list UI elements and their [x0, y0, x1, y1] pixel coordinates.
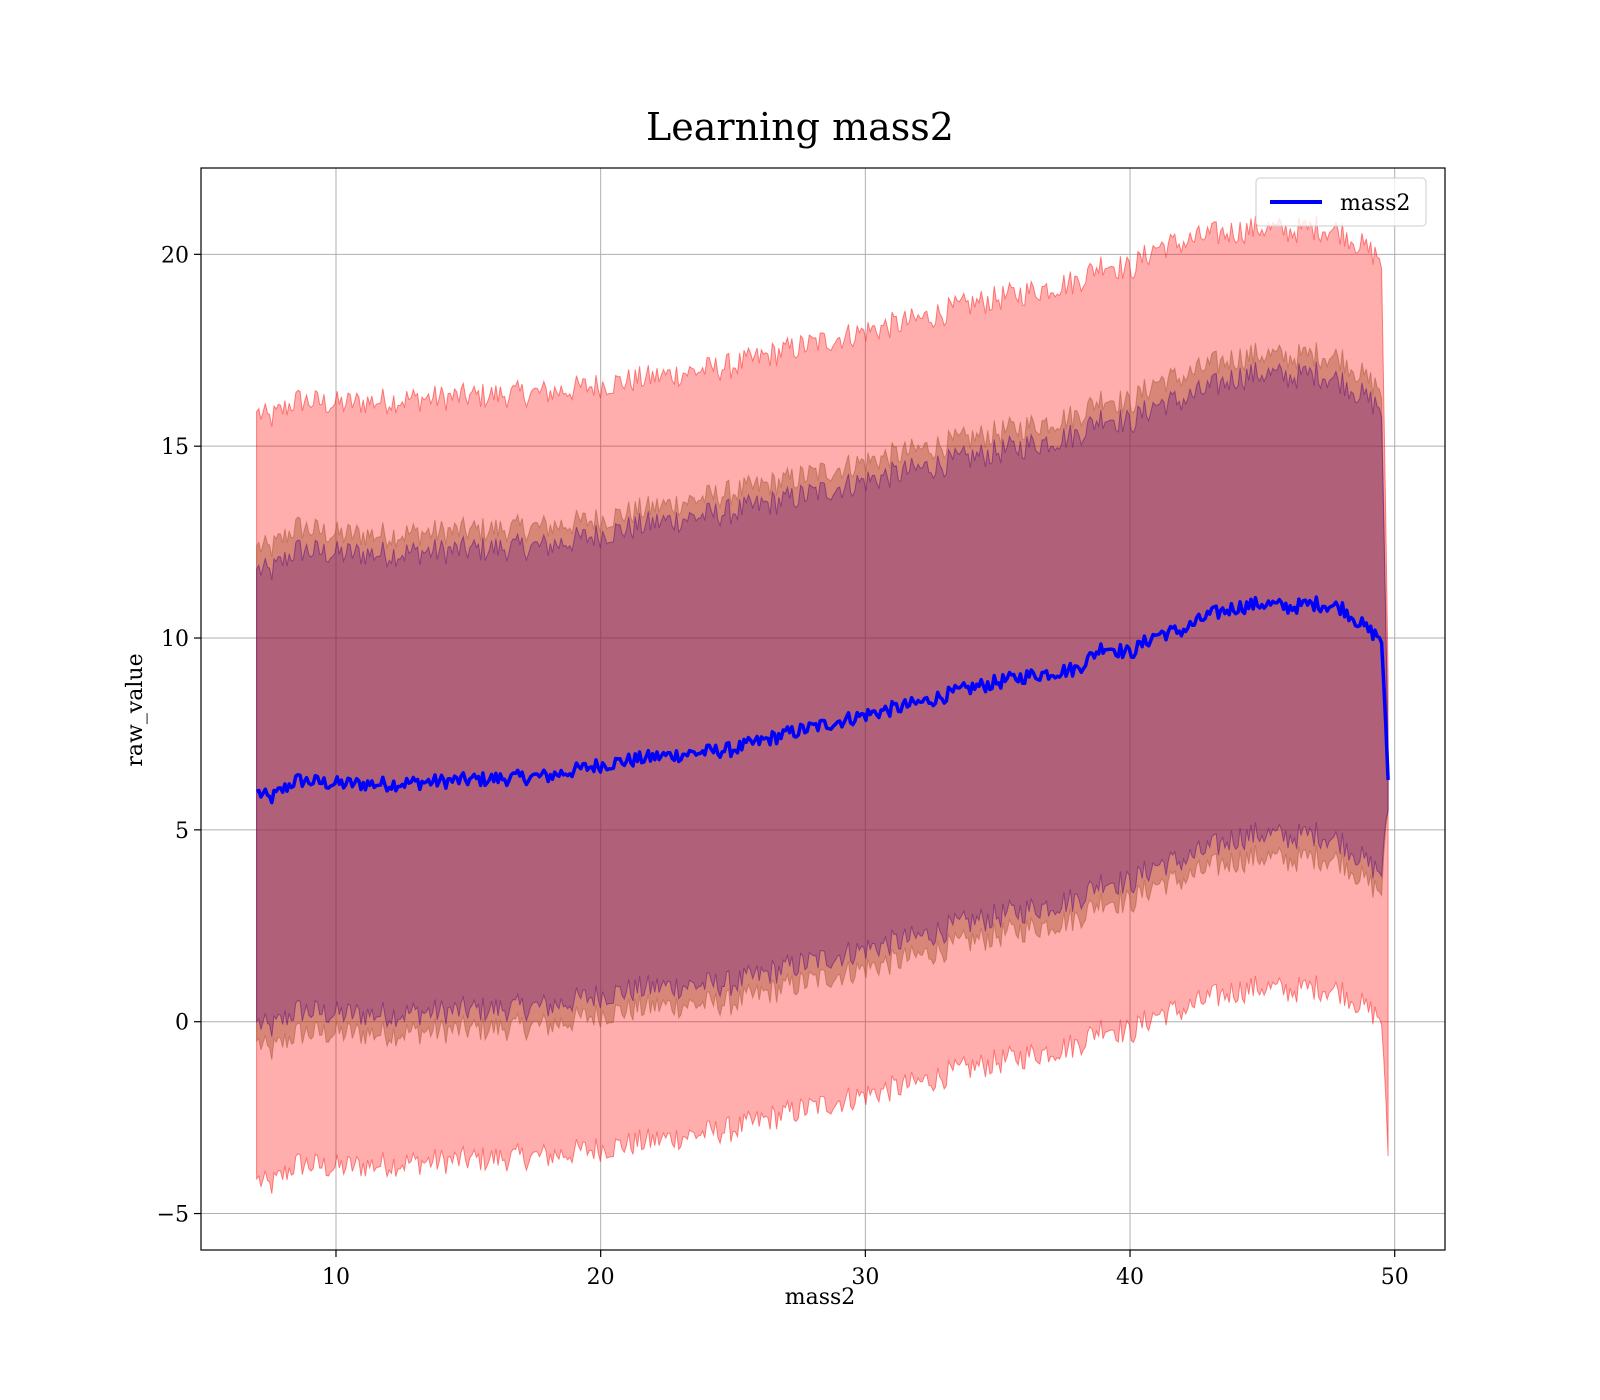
- confidence-bands: [256, 215, 1389, 1194]
- y-tick-label: 10: [161, 627, 189, 652]
- y-tick-label: 20: [161, 243, 189, 268]
- x-axis-label: mass2: [785, 1285, 856, 1310]
- y-tick-label: −5: [157, 1203, 189, 1228]
- x-tick-label: 20: [587, 1265, 615, 1290]
- x-tick-label: 40: [1116, 1265, 1144, 1290]
- x-tick-label: 30: [851, 1265, 879, 1290]
- outer-band: [256, 215, 1389, 1194]
- mean-line-layer: [255, 595, 1390, 805]
- y-tick-label: 5: [175, 819, 189, 844]
- legend-box: [1255, 177, 1427, 227]
- legend: mass2: [1255, 177, 1427, 227]
- plot-frame: [200, 167, 1446, 1251]
- inner-band: [256, 361, 1389, 1037]
- x-tick-label: 50: [1381, 1265, 1409, 1290]
- y-tick-label: 15: [161, 435, 189, 460]
- chart-title: Learning mass2: [646, 105, 954, 149]
- axes: 10 20 30 40 50 −5 0 5 10 15 20: [157, 167, 1446, 1290]
- x-tick-label: 10: [322, 1265, 350, 1290]
- mass2-line: [255, 595, 1390, 805]
- grid: [201, 168, 1445, 1250]
- y-axis-label: raw_value: [123, 653, 148, 766]
- y-tick-label: 0: [175, 1011, 189, 1036]
- middle-band: [256, 342, 1389, 1060]
- legend-label: mass2: [1340, 191, 1411, 216]
